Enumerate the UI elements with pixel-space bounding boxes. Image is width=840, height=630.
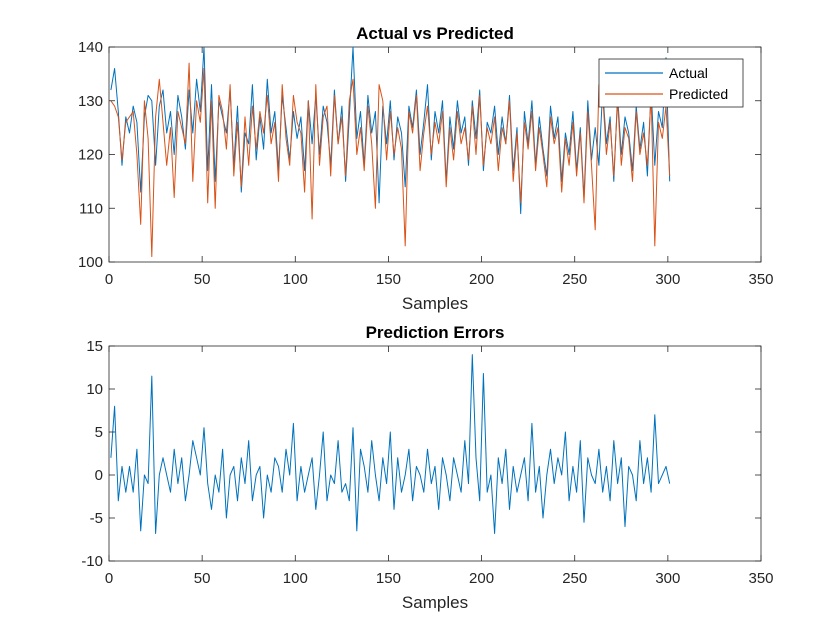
y-tick-label: -10: [81, 553, 103, 570]
x-tick-label: 250: [562, 271, 587, 288]
legend-label-actual: Actual: [669, 65, 708, 81]
axes-prediction-errors: 0 50 100 150 200 250 300 350 -10 -5 0 5 10 15 Predict…: [81, 323, 773, 612]
y-tick-label: 140: [78, 39, 103, 56]
y-tick-label: 130: [78, 93, 103, 110]
x-tick-label: 0: [105, 570, 113, 587]
axes-actual-vs-predicted: 0 50 100 150 200 250 300 350 100 110 120 130 140 Act…: [78, 24, 774, 313]
x-tick-label: 300: [655, 271, 680, 288]
series-group: [110, 354, 671, 534]
x-tick-label: 200: [469, 570, 494, 587]
x-tick-label: 0: [105, 271, 113, 288]
y-tick-label: 15: [86, 338, 103, 355]
tick-group: 0 50 100 150 200 250 300 350 100 110 120 130 140: [78, 39, 774, 288]
tick-group: 0 50 100 150 200 250 300 350 -10 -5 0 5 10 15: [81, 338, 773, 587]
plot-area: [108, 345, 762, 562]
legend: Actual Predicted: [598, 58, 744, 108]
x-axis-label: Samples: [402, 593, 468, 612]
x-tick-label: 350: [748, 570, 773, 587]
x-tick-label: 250: [562, 570, 587, 587]
x-tick-label: 150: [376, 570, 401, 587]
legend-label-predicted: Predicted: [669, 86, 728, 102]
x-tick-label: 200: [469, 271, 494, 288]
y-tick-label: 10: [86, 381, 103, 398]
series-group: [110, 46, 671, 258]
x-tick-label: 350: [748, 271, 773, 288]
chart-title: Actual vs Predicted: [356, 24, 514, 43]
y-tick-label: -5: [90, 510, 103, 527]
x-tick-label: 100: [283, 570, 308, 587]
y-tick-label: 120: [78, 147, 103, 164]
x-tick-label: 150: [376, 271, 401, 288]
x-tick-label: 50: [194, 271, 211, 288]
y-tick-label: 110: [79, 200, 103, 217]
y-tick-label: 5: [95, 424, 103, 441]
error-series-line: [110, 354, 671, 534]
chart-title: Prediction Errors: [366, 323, 505, 342]
legend-box: [598, 58, 744, 108]
x-tick-label: 300: [655, 570, 680, 587]
x-axis-label: Samples: [402, 294, 468, 313]
predicted-series-line: [110, 62, 671, 258]
y-tick-label: 0: [95, 467, 103, 484]
x-tick-label: 50: [194, 570, 211, 587]
y-tick-label: 100: [78, 254, 103, 271]
x-tick-label: 100: [283, 271, 308, 288]
